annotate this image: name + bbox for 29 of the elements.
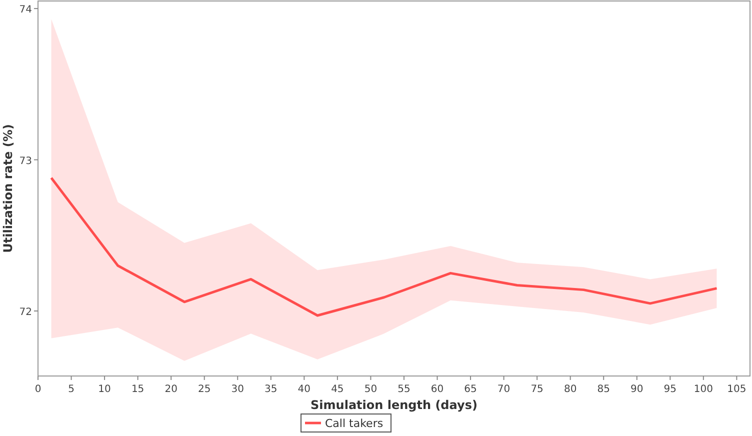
x-tick-label: 5 <box>68 384 74 395</box>
x-tick-label: 80 <box>564 384 577 395</box>
x-tick-label: 60 <box>430 384 444 395</box>
x-tick-label: 100 <box>694 384 713 395</box>
y-tick-label: 74 <box>19 4 32 16</box>
x-tick-label: 20 <box>164 384 178 395</box>
x-tick-label: 10 <box>98 384 111 395</box>
y-axis-title: Utilization rate (%) <box>1 124 15 253</box>
x-tick-label: 65 <box>464 384 477 395</box>
x-tick-label: 45 <box>331 384 344 395</box>
x-tick-label: 30 <box>231 384 244 395</box>
x-tick-label: 85 <box>597 384 610 395</box>
x-tick-label: 70 <box>497 384 510 395</box>
legend-label: Call takers <box>325 417 384 430</box>
line-series <box>50 176 718 317</box>
x-tick-label: 40 <box>298 384 311 395</box>
x-tick-label: 90 <box>630 384 644 395</box>
x-tick-label: 75 <box>530 384 544 395</box>
x-tick-label: 95 <box>664 384 677 395</box>
y-tick-label: 72 <box>19 306 32 318</box>
x-tick-label: 105 <box>727 384 746 395</box>
x-tick-label: 35 <box>264 384 278 395</box>
x-axis-title: Simulation length (days) <box>310 398 478 412</box>
y-tick-label: 73 <box>19 156 32 167</box>
x-tick-label: 15 <box>131 384 144 395</box>
x-tick-label: 25 <box>198 384 211 395</box>
x-tick-label: 55 <box>398 384 410 395</box>
x-tick-label: 50 <box>364 384 378 395</box>
x-tick-label: 0 <box>34 384 42 395</box>
